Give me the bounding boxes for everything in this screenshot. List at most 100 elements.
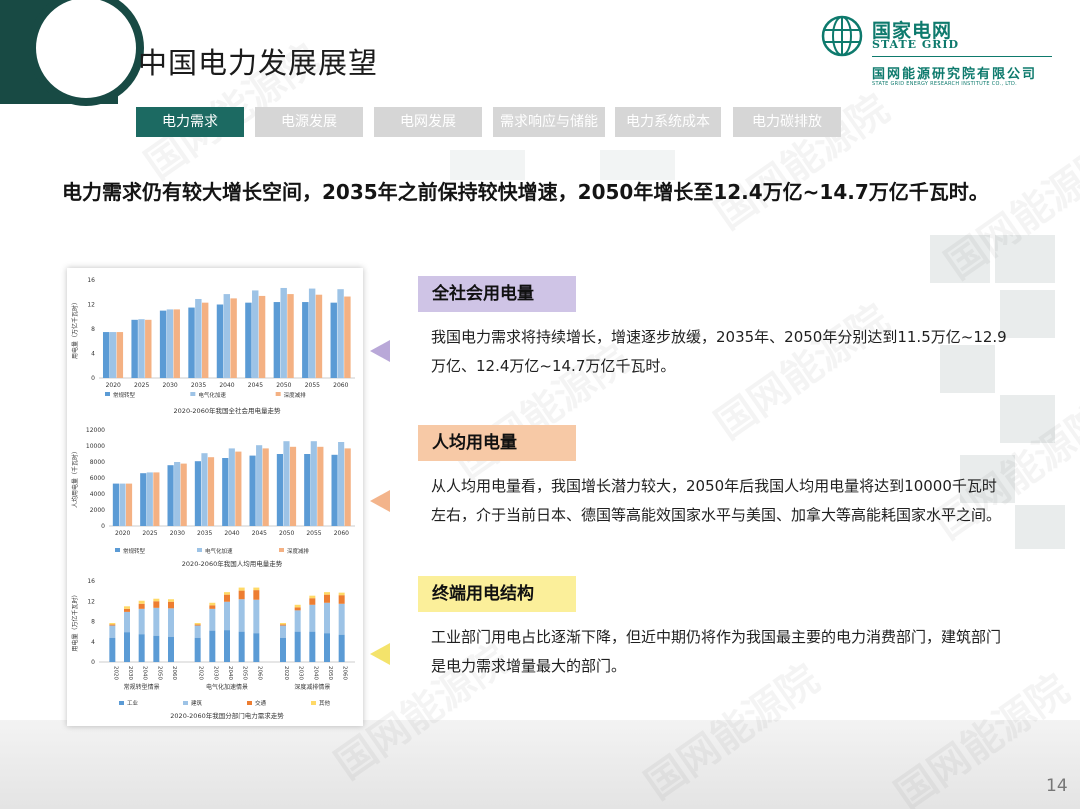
stack-segment: [138, 603, 145, 609]
legend-label: 工业: [127, 699, 139, 707]
section-text-total: 我国电力需求将持续增长，增速逐步放缓，2035年、2050年分别达到11.5万亿…: [431, 328, 1007, 375]
headline: 电力需求仍有较大增长空间，2035年之前保持较快增速，2050年增长至12.4万…: [62, 180, 989, 204]
bar: [102, 332, 110, 378]
stack-segment: [309, 595, 316, 599]
bar: [223, 294, 231, 378]
stack-segment: [209, 630, 216, 662]
group-label: 常规转型情景: [124, 683, 160, 691]
legend-swatch: [197, 548, 202, 552]
section-text-structure: 工业部门用电占比逐渐下降，但近中期仍将作为我国最主要的电力消费部门，建筑部门是电…: [431, 628, 1002, 675]
stack-segment: [194, 623, 201, 625]
y-tick-label: 4000: [90, 491, 105, 498]
chart-panel: 0 4 8 12 16 用电量（万亿千瓦时） 2020 2025 2030 2035 2040 204…: [67, 268, 363, 726]
stack-segment: [153, 635, 160, 662]
stack-segment: [153, 598, 160, 602]
legend-swatch: [247, 701, 252, 705]
y-tick-label: 0: [91, 375, 95, 382]
stack-segment: [194, 637, 201, 662]
watermark: 国网能源院: [701, 78, 898, 240]
tab-electricity-demand[interactable]: 电力需求: [136, 107, 244, 137]
legend-swatch: [279, 548, 284, 552]
stack-segment: [224, 630, 230, 662]
bar: [195, 298, 202, 378]
y-tick-label: 4: [91, 639, 95, 646]
bar: [338, 442, 345, 526]
bar: [207, 457, 215, 526]
section-text-percapita: 从人均用电量看，我国增长潜力较大，2050年后我国人均用电量将达到10000千瓦…: [431, 477, 1002, 524]
stack-segment: [253, 599, 260, 634]
logo-company-cn: 国家电网: [872, 20, 953, 42]
stack-segment: [238, 631, 245, 662]
bar: [258, 295, 266, 378]
x-tick-label: 2020: [112, 666, 118, 680]
watermark: 国网能源院: [931, 128, 1080, 290]
tab-system-cost[interactable]: 电力系统成本: [615, 107, 721, 137]
x-tick-label: 2030: [212, 666, 218, 680]
bar: [180, 463, 187, 526]
stack-segment: [338, 603, 345, 635]
legend-swatch: [115, 548, 120, 552]
stack-segment: [209, 605, 216, 609]
stack-segment: [238, 590, 245, 600]
legend-label: 常规转型: [123, 547, 146, 555]
x-tick-label: 2030: [127, 666, 133, 680]
bar: [174, 462, 181, 526]
stack-segment: [338, 592, 345, 596]
x-tick-label: 2060: [333, 382, 348, 389]
x-tick-label: 2050: [279, 530, 294, 537]
stack-segment: [309, 598, 316, 605]
bar: [109, 332, 117, 378]
logo-institute-cn: 国网能源研究院有限公司: [872, 67, 1038, 82]
bar: [230, 298, 237, 378]
stack-segment: [109, 624, 116, 626]
legend-label: 电气化加速: [198, 391, 226, 399]
state-grid-logo: 国家电网 STATE GRID 国网能源研究院有限公司 STATE GRID E…: [820, 14, 1060, 94]
bar: [337, 289, 344, 378]
stack-segment: [309, 631, 316, 662]
x-tick-label: 2040: [219, 382, 234, 389]
stack-segment: [280, 624, 286, 626]
bar: [276, 454, 283, 526]
stack-segment: [280, 623, 286, 625]
charts-svg: 0 4 8 12 16 用电量（万亿千瓦时） 2020 2025 2030 2035 2040 204…: [71, 277, 355, 720]
x-tick-label: 2060: [171, 666, 177, 680]
bar: [112, 483, 119, 526]
tab-grid-development[interactable]: 电网发展: [374, 107, 482, 137]
legend-label: 交通: [255, 699, 267, 707]
x-tick-label: 2055: [306, 530, 321, 537]
tab-carbon-emission[interactable]: 电力碳排放: [733, 107, 841, 137]
section-arrow-percapita: [370, 490, 390, 512]
x-tick-label: 2060: [334, 530, 349, 537]
tab-demand-response-storage[interactable]: 需求响应与储能: [493, 107, 605, 137]
stack-segment: [280, 625, 286, 638]
legend-swatch: [119, 701, 124, 705]
logo-institute-en: STATE GRID ENERGY RESEARCH INSTITUTE CO.…: [872, 81, 1018, 87]
stack-segment: [209, 602, 216, 606]
x-tick-label: 2050: [327, 666, 333, 680]
tab-power-supply[interactable]: 电源发展: [255, 107, 363, 137]
x-tick-label: 2020: [283, 666, 289, 680]
stack-segment: [168, 601, 174, 609]
bar: [188, 307, 195, 378]
y-tick-label: 12000: [86, 427, 105, 434]
stack-segment: [194, 625, 201, 638]
x-tick-label: 2060: [256, 666, 262, 680]
bar: [310, 441, 317, 526]
legend-label: 建筑: [191, 699, 203, 707]
logo-company-en: STATE GRID: [872, 38, 960, 51]
x-tick-label: 2050: [242, 666, 248, 680]
stack-segment: [168, 636, 174, 662]
bar: [315, 294, 323, 378]
bar: [145, 319, 152, 378]
y-tick-label: 12: [87, 598, 95, 605]
stack-segment: [168, 608, 174, 637]
state-grid-globe-icon: [821, 15, 863, 57]
bar: [216, 304, 224, 378]
bar: [262, 448, 269, 526]
bar: [308, 288, 316, 378]
bottom-band: [0, 720, 1080, 809]
bar: [283, 441, 290, 526]
bar: [166, 309, 174, 378]
legend-label: 深度减排: [287, 547, 310, 555]
y-tick-label: 10000: [86, 443, 105, 450]
